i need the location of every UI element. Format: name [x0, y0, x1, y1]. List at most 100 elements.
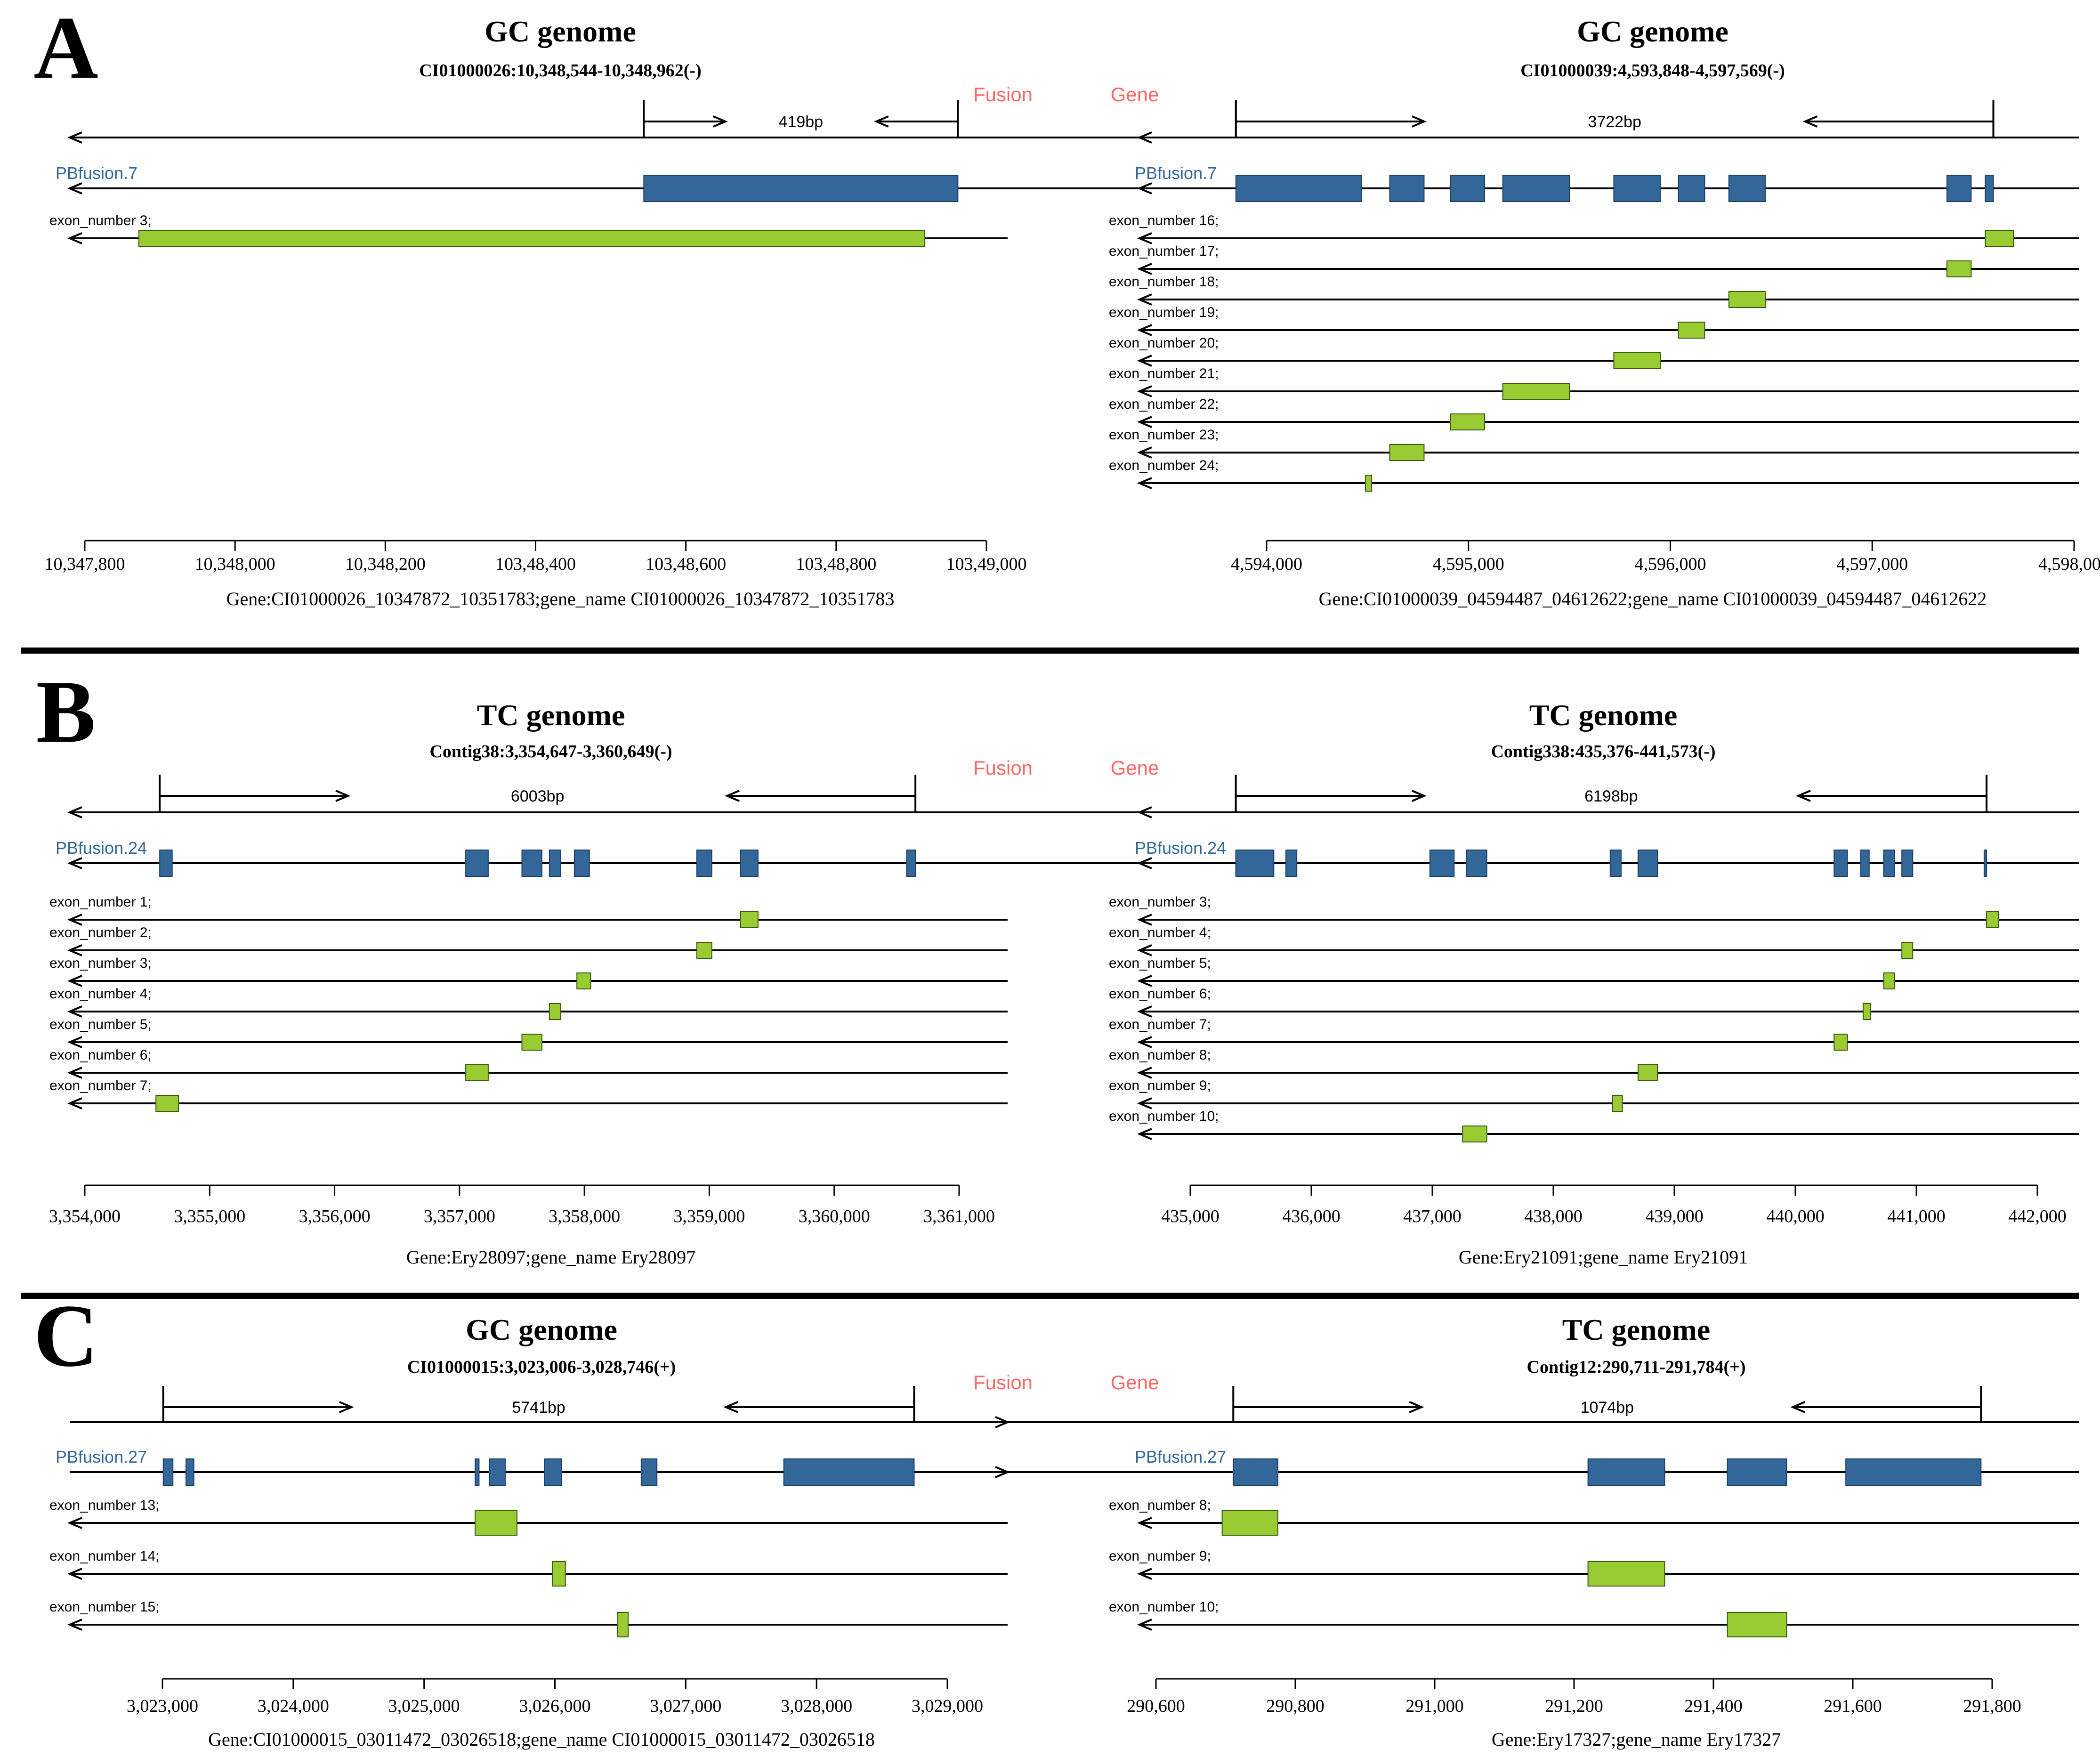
length-label: 1074bp	[1581, 1399, 1634, 1417]
length-label: 3722bp	[1588, 113, 1641, 131]
fusion-block	[1587, 1458, 1665, 1486]
exon-track-head	[67, 1568, 82, 1580]
gene-word: Gene	[1111, 1371, 1159, 1393]
exon-label: exon_number 15;	[49, 1599, 160, 1615]
exon-block	[696, 942, 712, 959]
exon-track-head	[1137, 293, 1152, 306]
fusion-block	[1833, 850, 1848, 877]
main-strand-head-right	[1137, 131, 1152, 144]
fusion-block	[640, 1458, 658, 1486]
exon-block	[1587, 1561, 1665, 1587]
exon-label: exon_number 3;	[1109, 894, 1211, 910]
exon-block	[1883, 972, 1895, 989]
exon-track-head	[1137, 355, 1152, 367]
fusion-block	[1983, 850, 1987, 877]
panel-letter: C	[33, 1287, 98, 1385]
gene-annotation: Gene:CI01000015_03011472_03026518;gene_n…	[208, 1729, 875, 1750]
fusion-block	[475, 1458, 480, 1486]
axis-tick-label: 291,200	[1545, 1696, 1603, 1716]
exon-block	[1221, 1510, 1279, 1536]
exon-track-head	[1137, 477, 1152, 489]
axis-tick-label: 10,348,000	[195, 554, 275, 574]
fusion-block	[489, 1458, 506, 1486]
axis-tick-label: 3,355,000	[174, 1206, 245, 1226]
exon-track-head	[67, 975, 82, 987]
fusion-track-head-right	[1137, 857, 1152, 869]
exon-block	[475, 1510, 517, 1536]
exon-track-head	[1137, 1128, 1152, 1140]
fusion-block	[1450, 175, 1486, 202]
exon-block	[138, 230, 926, 247]
axis-tick-label: 10,348,200	[345, 554, 426, 574]
exon-block	[1462, 1125, 1487, 1142]
axis-tick-label: 291,000	[1405, 1696, 1464, 1716]
region-coordinates: CI01000015:3,023,006-3,028,746(+)	[407, 1357, 676, 1377]
exon-label: exon_number 8;	[1109, 1047, 1211, 1063]
bracket-arrow-right-head	[335, 790, 351, 802]
exon-block	[740, 911, 759, 928]
exon-track-head	[1137, 1619, 1152, 1631]
fusion-block	[643, 175, 959, 202]
gene-annotation: Gene:Ery17327;gene_name Ery17327	[1492, 1729, 1781, 1750]
fusion-word: Fusion	[973, 83, 1033, 105]
fusion-block	[1678, 175, 1705, 202]
axis-tick-label: 3,028,000	[781, 1696, 852, 1716]
genome-title: GC genome	[485, 15, 636, 48]
exon-label: exon_number 8;	[1109, 1498, 1211, 1513]
exon-track-head	[1137, 1036, 1152, 1048]
fusion-word: Fusion	[973, 757, 1033, 779]
exon-track-head	[1137, 232, 1152, 244]
exon-track-head	[1137, 944, 1152, 956]
exon-label: exon_number 5;	[49, 1017, 152, 1032]
fusion-block	[521, 850, 542, 877]
fusion-transcript-label: PBfusion.27	[1135, 1447, 1226, 1466]
exon-track-head	[1137, 975, 1152, 987]
fusion-block	[162, 1458, 174, 1486]
exon-block	[549, 1003, 561, 1020]
region-coordinates: Contig338:435,376-441,573(-)	[1491, 742, 1715, 761]
gene-word: Gene	[1111, 83, 1159, 105]
exon-track-head	[67, 1036, 82, 1048]
exon-label: exon_number 4;	[49, 986, 152, 1002]
axis-tick-label: 3,027,000	[650, 1696, 721, 1716]
exon-label: exon_number 3;	[49, 955, 152, 971]
panel-a: A Fusion Gene GC genome CI01000026:10,348,54…	[33, 0, 2100, 609]
fusion-block	[1465, 850, 1487, 877]
exon-block	[551, 1561, 566, 1587]
fusion-block	[1613, 175, 1661, 202]
bracket-arrow-right-head	[339, 1401, 354, 1413]
panel-letter: A	[33, 0, 98, 97]
exon-label: exon_number 21;	[1109, 366, 1219, 381]
region-coordinates: CI01000026:10,348,544-10,348,962(-)	[419, 61, 702, 81]
fusion-block	[1429, 850, 1455, 877]
axis-tick-label: 435,000	[1161, 1206, 1220, 1226]
exon-track-head	[1137, 1568, 1152, 1580]
exon-label: exon_number 5;	[1109, 955, 1211, 971]
exon-block	[1833, 1034, 1848, 1051]
fusion-block	[549, 850, 561, 877]
axis-tick-label: 3,025,000	[388, 1696, 460, 1716]
exon-track-head	[1137, 324, 1152, 336]
exon-block	[1986, 911, 1999, 928]
exon-label: exon_number 1;	[49, 894, 152, 910]
fusion-block	[906, 850, 916, 877]
exon-label: exon_number 3;	[49, 213, 152, 228]
axis-tick-label: 10,347,800	[45, 554, 125, 574]
fusion-block	[1233, 1458, 1279, 1486]
exon-block	[1613, 352, 1661, 369]
fusion-block	[159, 850, 173, 877]
length-label: 6198bp	[1584, 787, 1638, 805]
fusion-block	[1883, 850, 1895, 877]
exon-block	[521, 1034, 542, 1051]
fusion-block	[1502, 175, 1570, 202]
gene-word: Gene	[1111, 757, 1159, 779]
axis-tick-label: 4,598,000	[2038, 554, 2100, 574]
exon-track-head	[1137, 1517, 1152, 1529]
axis-tick-label: 436,000	[1282, 1206, 1341, 1226]
axis-tick-label: 3,356,000	[299, 1206, 371, 1226]
fusion-track-head-right	[1137, 182, 1152, 194]
exon-label: exon_number 14;	[49, 1548, 160, 1564]
bracket-arrow-left-head	[1790, 1401, 1806, 1413]
exon-track-head	[1137, 263, 1152, 275]
axis-tick-label: 291,600	[1824, 1696, 1882, 1716]
